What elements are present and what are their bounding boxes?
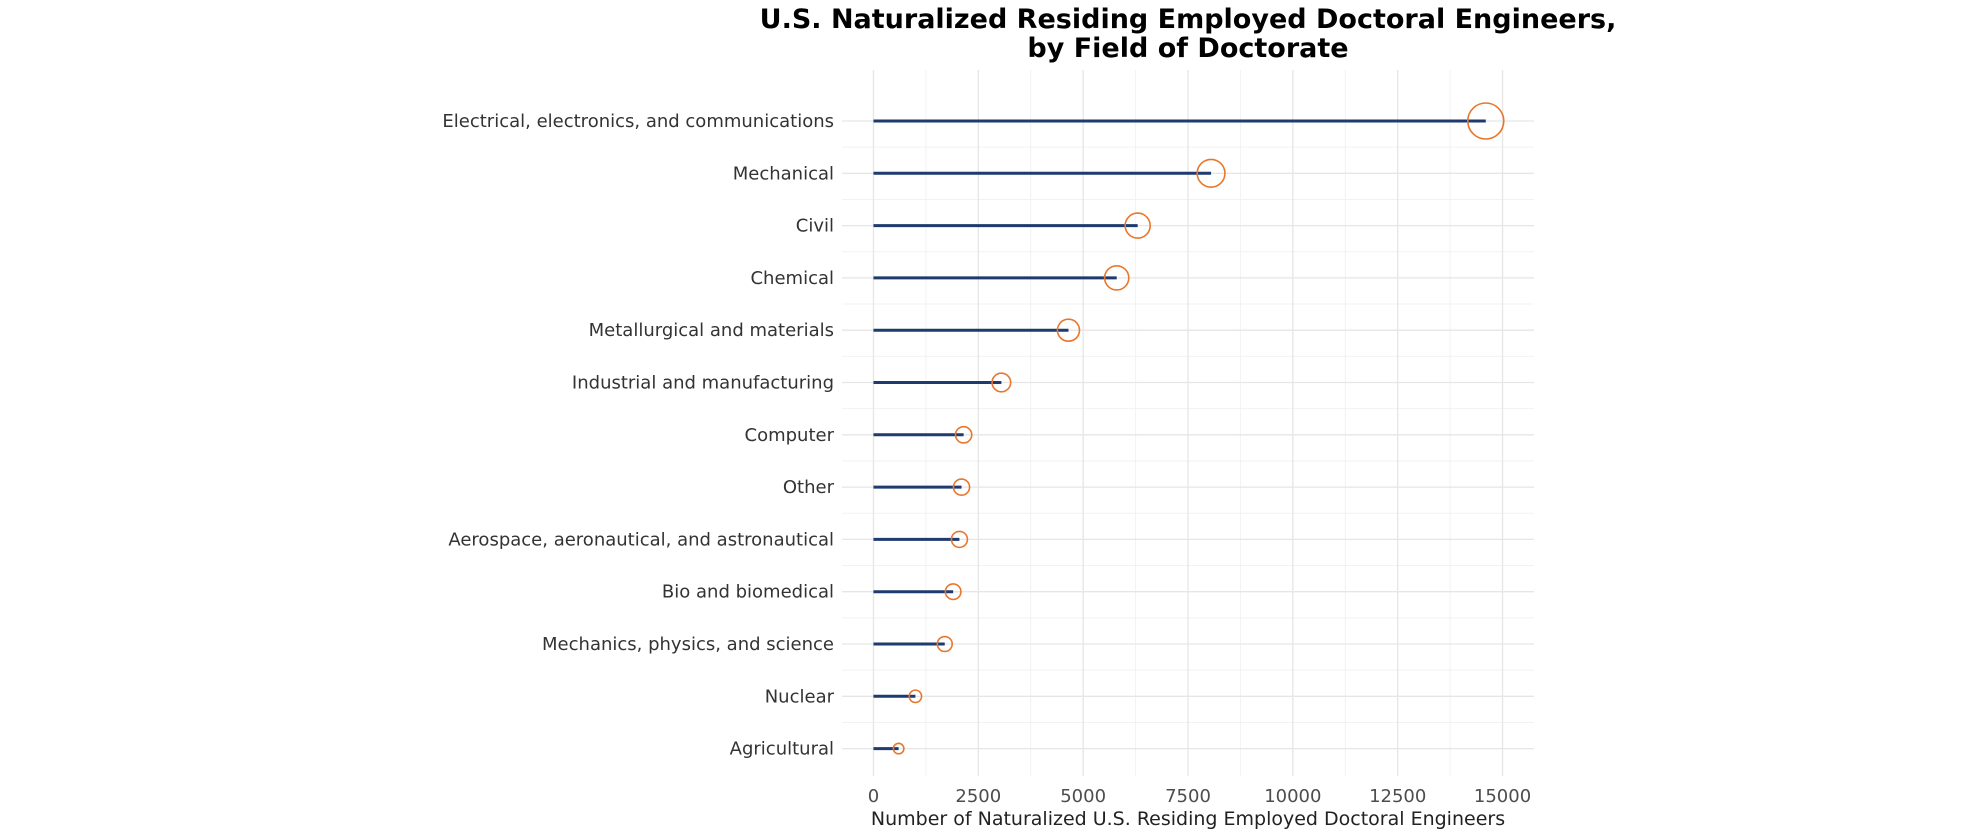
lollipop-marker	[991, 372, 1012, 393]
lollipop-marker	[1124, 212, 1151, 239]
category-label: Aerospace, aeronautical, and astronautic…	[448, 529, 834, 550]
x-tick-label: 12500	[1369, 786, 1426, 807]
lollipop-marker	[1196, 158, 1226, 188]
lollipop-marker	[1056, 318, 1081, 343]
category-label: Civil	[796, 216, 834, 237]
lollipop-marker	[954, 425, 973, 444]
x-tick-label: 7500	[1165, 786, 1211, 807]
x-tick-label: 15000	[1474, 786, 1531, 807]
category-label: Industrial and manufacturing	[572, 373, 834, 394]
x-tick-label: 10000	[1264, 786, 1321, 807]
grid-layer	[842, 70, 1534, 776]
category-label: Electrical, electronics, and communicati…	[442, 111, 834, 132]
lollipop-marker	[952, 478, 971, 496]
y-axis-category-labels: Electrical, electronics, and communicati…	[442, 111, 834, 760]
category-label: Computer	[745, 425, 835, 446]
category-label: Chemical	[750, 268, 834, 289]
x-tick-label: 2500	[955, 786, 1001, 807]
category-label: Agricultural	[730, 739, 834, 760]
x-axis-title: Number of Naturalized U.S. Residing Empl…	[871, 808, 1505, 830]
lollipop-marker	[950, 530, 969, 549]
chart-marks	[873, 102, 1505, 755]
category-label: Metallurgical and materials	[589, 320, 834, 341]
lollipop-marker	[1466, 102, 1505, 140]
lollipop-marker	[1103, 265, 1130, 291]
category-label: Bio and biomedical	[662, 582, 834, 603]
lollipop-marker	[944, 583, 962, 601]
category-label: Nuclear	[765, 686, 835, 707]
x-axis-ticks: 0 2500 5000 7500 10000 12500 15000	[868, 786, 1531, 807]
x-tick-label: 5000	[1060, 786, 1106, 807]
lollipop-marker	[908, 689, 923, 704]
chart-title: U.S. Naturalized Residing Employed Docto…	[760, 4, 1617, 35]
lollipop-marker	[936, 635, 954, 653]
lollipop-marker	[892, 742, 905, 755]
category-label: Mechanics, physics, and science	[542, 634, 834, 655]
x-tick-label: 0	[868, 786, 879, 807]
chart-subtitle: by Field of Doctorate	[1027, 33, 1348, 64]
category-label: Mechanical	[733, 163, 834, 184]
category-label: Other	[783, 477, 835, 498]
